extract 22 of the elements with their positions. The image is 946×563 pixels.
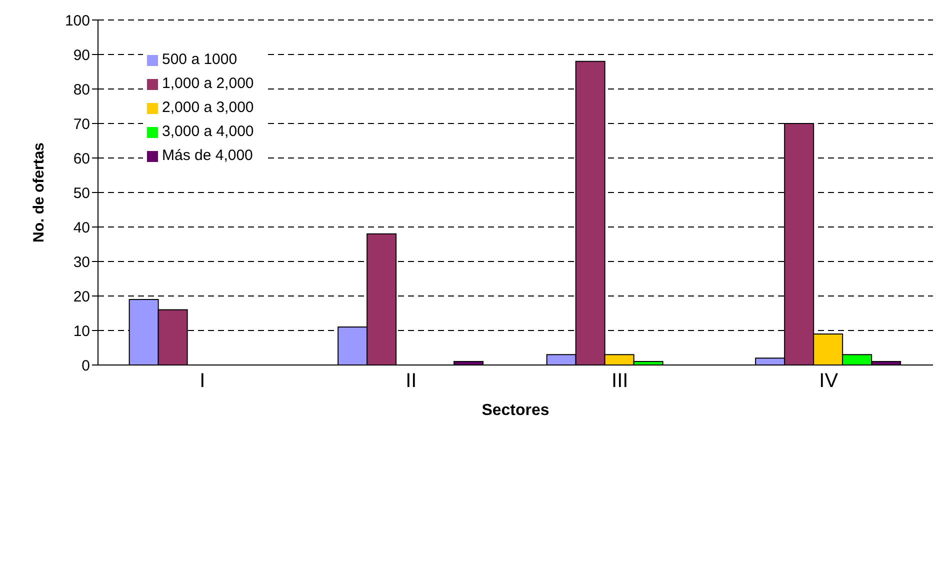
- y-tick-label: 90: [73, 46, 90, 64]
- y-tick-label: 70: [73, 116, 90, 133]
- x-tick-label: II: [406, 370, 417, 392]
- y-tick-label: 30: [73, 254, 90, 271]
- legend-label: 3,000 a 4,000: [162, 123, 254, 140]
- y-axis-title: No. de ofertas: [30, 142, 48, 242]
- legend-label: 1,000 a 2,000: [162, 75, 254, 92]
- y-tick-label: 20: [73, 288, 90, 306]
- x-tick-label: III: [612, 370, 628, 392]
- x-tick-label: I: [200, 370, 206, 392]
- legend-label: 2,000 a 3,000: [162, 99, 254, 116]
- y-tick-label: 0: [82, 357, 90, 374]
- y-tick-label: 60: [73, 150, 90, 168]
- y-tick-label: 100: [64, 12, 90, 30]
- x-tick-label: IV: [819, 370, 839, 392]
- y-tick-label: 40: [73, 219, 90, 236]
- x-axis-title: Sectores: [482, 402, 550, 419]
- y-tick-label: 80: [73, 81, 90, 98]
- y-tick-label: 10: [73, 322, 90, 340]
- legend-label: 500 a 1000: [162, 51, 238, 68]
- legend-label: Más de 4,000: [162, 147, 253, 164]
- y-tick-label: 50: [73, 184, 90, 202]
